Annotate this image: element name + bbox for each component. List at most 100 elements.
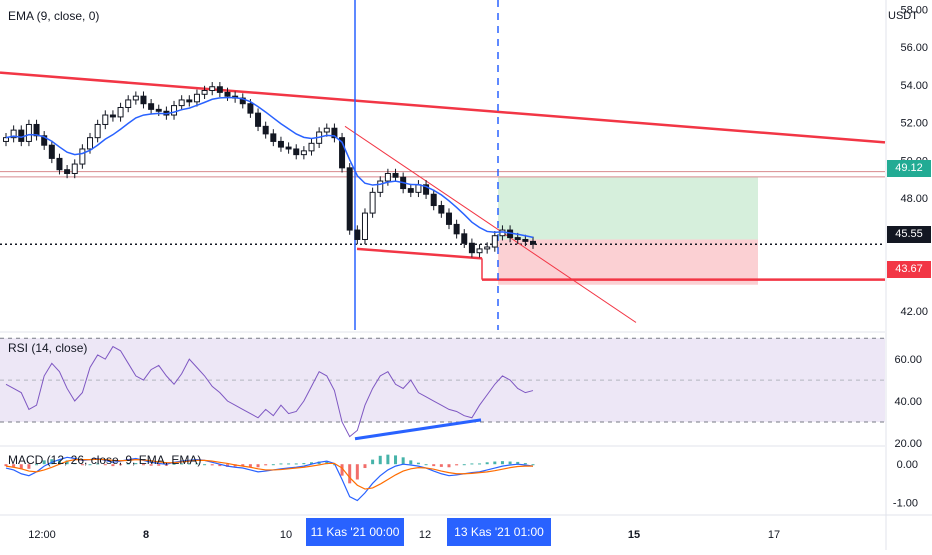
candle-body [285,146,292,150]
candle-body [461,233,468,244]
macd-histogram-bar [371,459,375,465]
price-axis-tick-label: 56.00 [900,42,928,54]
macd-histogram-bar [531,464,535,466]
macd-histogram-bar [241,464,245,467]
candle-body [41,135,48,146]
candle-body [277,140,284,148]
macd-histogram-bar [210,464,214,466]
macd-histogram-bar [111,464,115,467]
candle-body [125,99,132,108]
macd-histogram-bar [439,464,443,467]
rsi-axis-tick-label: 40.00 [894,396,922,408]
candle-body [255,112,262,127]
rsi-indicator-label[interactable]: RSI (14, close) [8,341,88,355]
support-trendline [356,247,483,260]
macd-histogram-bar [172,463,176,465]
candle-body [10,129,17,139]
candle-body [71,163,78,174]
macd-histogram-bar [195,463,199,465]
candle-body [94,123,101,139]
candle-body [239,97,246,105]
candle-body [64,169,71,174]
candle-body [3,137,9,142]
ema-line [5,96,534,239]
macd-histogram-bar [80,464,84,466]
macd-histogram-bar [73,463,77,465]
macd-histogram-bar [355,464,359,480]
ema-indicator-label[interactable]: EMA (9, close, 0) [8,9,100,23]
candle-body [407,188,414,193]
macd-histogram-bar [256,464,260,468]
macd-histogram-bar [248,464,252,467]
macd-histogram-bar [394,455,398,465]
candle-body [361,212,368,240]
candle-body [392,172,399,178]
candle-body [216,86,223,93]
candle-body [384,172,391,182]
price-axis-tick-label: 52.00 [900,118,928,130]
macd-histogram-bar [103,464,107,466]
macd-histogram-bar [409,460,413,465]
macd-histogram-bar [508,461,512,465]
macd-histogram-bar [401,457,405,465]
macd-histogram-bar [447,464,451,468]
macd-indicator-label[interactable]: MACD (12, 26, close, 9, EMA, EMA) [8,453,202,467]
candle-body [18,129,25,142]
macd-histogram-bar [416,462,420,465]
price-axis-tick-label: 54.00 [900,80,928,92]
candle-body [484,246,491,250]
macd-histogram-bar [203,464,207,466]
macd-histogram-bar [523,463,527,465]
time-axis-tick-label: 8 [143,529,149,541]
candle-body [148,103,155,110]
macd-histogram-bar [287,463,291,465]
long-position-loss-zone [498,239,758,285]
short-term-resistance-trendline [344,125,637,323]
candle-body [193,93,200,103]
candle-body [247,103,254,114]
macd-histogram-bar [180,463,184,465]
candle-body [438,205,445,214]
last-price-tag: 45.55 [887,226,931,243]
macd-histogram-bar [279,463,283,465]
candle-body [522,238,529,242]
candle-body [56,157,63,171]
macd-histogram-bar [12,464,16,467]
candle-body [476,248,483,254]
macd-histogram-bar [35,464,39,466]
macd-histogram-bar [462,464,466,466]
candle-body [79,148,86,165]
candle-body [300,150,307,156]
candle-body [209,86,216,92]
long-term-resistance-trendline [0,71,886,144]
macd-histogram-bar [27,464,31,469]
macd-histogram-bar [478,463,482,465]
candle-body [132,95,139,101]
candle-body [201,90,208,95]
candle-body [339,137,346,169]
price-axis-tick-label: 48.00 [900,193,928,205]
candle-body [25,123,32,142]
macd-histogram-bar [42,460,46,465]
rsi-axis-tick-label: 60.00 [894,354,922,366]
quote-currency-label: USDT [888,10,918,22]
macd-histogram-bar [516,461,520,465]
candle-body [468,242,475,254]
candle-body [323,127,330,133]
candle-body [354,229,361,240]
candle-body [530,240,536,245]
macd-histogram-bar [424,464,428,466]
candle-body [415,184,422,193]
candle-body [117,106,124,118]
macd-histogram-bar [88,464,92,466]
candle-body [33,123,40,137]
macd-histogram-bar [302,463,306,465]
macd-histogram-bar [187,463,191,465]
candle-body [514,237,521,240]
candle-body [491,235,498,248]
macd-histogram-bar [65,460,69,465]
macd-histogram-bar [164,464,168,466]
macd-histogram-bar [493,461,497,465]
